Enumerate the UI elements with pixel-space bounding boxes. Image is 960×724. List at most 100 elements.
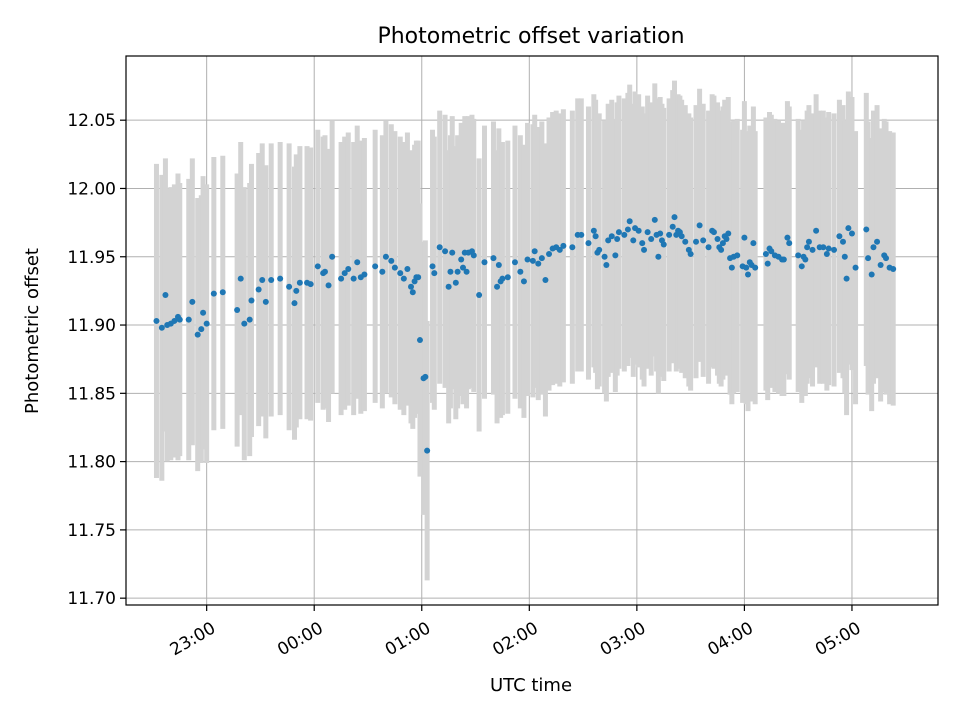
data-point	[476, 291, 483, 298]
data-point	[408, 283, 415, 290]
data-point	[890, 266, 897, 273]
data-point	[268, 276, 275, 283]
data-point	[445, 283, 452, 290]
data-point	[409, 289, 416, 296]
data-point	[490, 255, 497, 262]
data-point	[176, 316, 183, 323]
data-point	[350, 275, 357, 282]
data-point	[608, 233, 615, 240]
data-point	[248, 297, 255, 304]
data-point	[626, 218, 633, 225]
data-point	[641, 246, 648, 253]
data-point	[162, 291, 169, 298]
data-point	[648, 236, 655, 242]
data-point	[784, 234, 791, 241]
data-point	[321, 268, 328, 275]
data-point	[841, 253, 848, 260]
data-point	[805, 238, 812, 245]
data-point	[307, 281, 314, 288]
data-point	[569, 244, 576, 251]
data-point	[831, 246, 838, 253]
data-point	[431, 270, 438, 277]
x-axis-label: UTC time	[490, 675, 572, 696]
data-point	[416, 337, 423, 344]
data-point	[723, 236, 730, 242]
data-point	[635, 227, 642, 234]
data-point	[449, 249, 456, 256]
data-point	[203, 320, 210, 327]
data-point	[764, 260, 771, 267]
data-point	[660, 241, 667, 248]
data-point	[415, 274, 422, 281]
data-point	[687, 251, 694, 258]
data-point	[877, 261, 884, 268]
data-point	[762, 251, 769, 258]
y-axis-label: Photometric offset	[22, 248, 43, 414]
y-tick-label: 11.85	[67, 384, 116, 404]
data-point	[447, 268, 454, 275]
data-point	[621, 231, 628, 238]
data-point	[436, 244, 443, 251]
data-point	[718, 246, 725, 253]
data-point	[725, 230, 732, 237]
data-point	[329, 253, 336, 260]
data-point	[200, 309, 207, 316]
data-point	[666, 231, 673, 238]
data-point	[630, 237, 637, 244]
data-point	[693, 238, 700, 245]
data-point	[158, 324, 165, 331]
data-point	[499, 275, 506, 282]
data-point	[843, 275, 850, 282]
data-point	[531, 248, 538, 255]
data-point	[262, 298, 269, 305]
data-point	[585, 240, 592, 247]
data-point	[825, 245, 832, 252]
y-tick-label: 11.70	[67, 589, 116, 609]
axes-frame	[125, 55, 939, 606]
data-point	[458, 256, 465, 263]
data-point	[870, 244, 877, 251]
data-point	[546, 251, 553, 258]
data-point	[696, 222, 703, 229]
data-point	[246, 316, 253, 323]
data-point	[657, 230, 664, 237]
data-point	[836, 233, 843, 240]
data-point	[529, 257, 536, 264]
data-point	[277, 275, 284, 282]
data-point	[605, 237, 612, 244]
data-point	[470, 252, 477, 259]
y-tick-label: 12.00	[67, 179, 116, 199]
data-point	[495, 261, 502, 268]
data-point	[341, 270, 348, 277]
data-point	[422, 373, 429, 380]
data-point	[852, 264, 859, 271]
data-point	[780, 256, 787, 263]
data-point	[644, 229, 651, 236]
data-point	[750, 240, 757, 247]
data-point	[603, 261, 610, 268]
data-point	[520, 278, 527, 285]
data-point	[655, 253, 662, 260]
data-point	[535, 260, 542, 267]
data-point	[293, 287, 300, 294]
data-point	[614, 236, 621, 242]
data-point	[442, 248, 449, 255]
data-point	[798, 263, 805, 270]
data-point	[296, 279, 303, 286]
data-point	[361, 271, 368, 278]
data-point	[404, 266, 411, 273]
data-point	[874, 238, 881, 245]
data-point	[624, 226, 631, 233]
data-point	[710, 229, 717, 236]
data-point	[241, 320, 248, 327]
data-point	[744, 271, 751, 278]
data-point	[452, 279, 459, 286]
data-point	[538, 255, 545, 262]
y-tick-label: 11.90	[67, 316, 116, 336]
y-axis-ticks: 11.70 11.75 11.80 11.85 11.90 11.95 12.00 12.05	[67, 111, 126, 609]
data-point	[171, 317, 178, 324]
data-point	[601, 253, 608, 260]
data-point	[481, 259, 488, 266]
data-point	[391, 264, 398, 271]
